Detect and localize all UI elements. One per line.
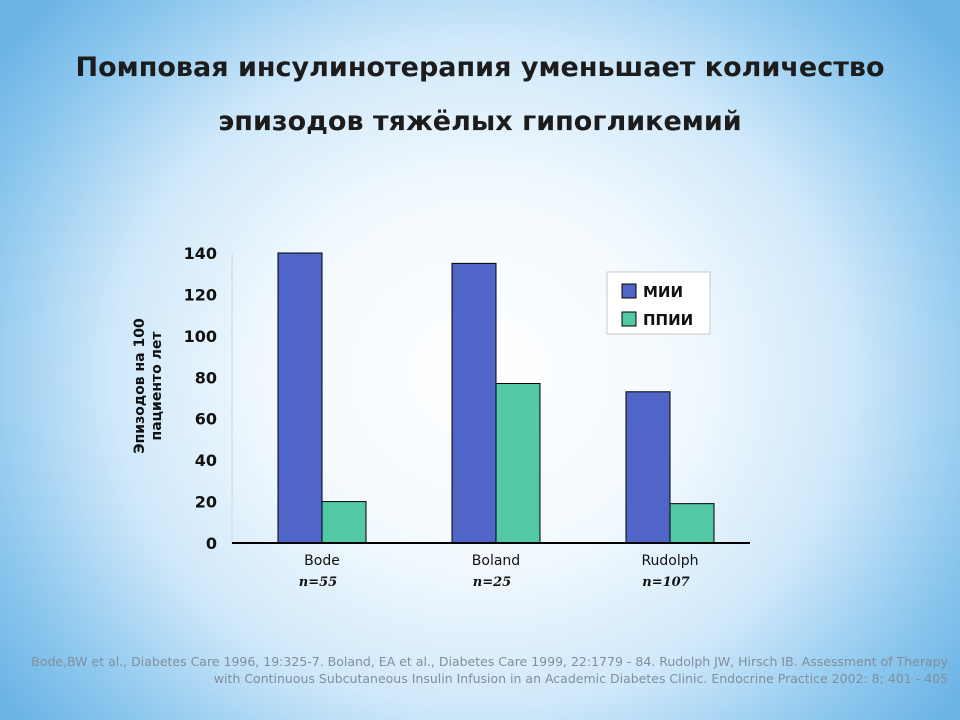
references-text: Bode,BW et al., Diabetes Care 1996, 19:3… — [31, 654, 948, 686]
bar — [625, 391, 671, 544]
y-tick-label: 120 — [184, 285, 217, 304]
legend-swatch — [621, 311, 637, 327]
bars — [277, 252, 715, 544]
legend-swatch — [621, 283, 637, 299]
y-tick-label: 80 — [195, 368, 217, 387]
bar-chart: Эпизодов на 100 пациенто лет 0 20 40 60 80 100… — [132, 244, 750, 590]
y-axis-title-line: Эпизодов на 100 — [132, 318, 148, 454]
bar — [451, 262, 497, 544]
y-axis-title-line: пациенто лет — [149, 331, 165, 441]
legend-label: ППИИ — [643, 311, 693, 329]
x-tick-label: Boland — [472, 553, 520, 569]
bar — [321, 501, 367, 544]
bar — [495, 383, 541, 544]
sample-size-label: n=107 — [642, 575, 689, 590]
legend-label: МИИ — [643, 283, 683, 301]
x-axis: Bode n=55 Boland n=25 Rudolph n=107 — [232, 542, 750, 590]
x-tick-label: Rudolph — [641, 553, 698, 569]
y-tick-label: 100 — [184, 327, 217, 346]
y-tick-label: 60 — [195, 410, 217, 429]
bar — [277, 252, 323, 544]
y-tick-label: 0 — [206, 534, 217, 553]
y-axis: 0 20 40 60 80 100 120 140 — [184, 244, 233, 553]
bar — [669, 503, 715, 544]
sample-size-label: n=25 — [473, 575, 511, 590]
y-tick-label: 20 — [195, 493, 217, 512]
legend: МИИ ППИИ — [606, 271, 711, 335]
y-axis-title-group: Эпизодов на 100 пациенто лет — [132, 318, 165, 454]
y-tick-label: 140 — [184, 244, 217, 263]
x-tick-label: Bode — [304, 553, 340, 569]
y-axis-title: Эпизодов на 100 пациенто лет — [132, 318, 165, 454]
y-tick-label: 40 — [195, 451, 217, 470]
sample-size-label: n=55 — [299, 575, 337, 590]
slide-title-line-2: эпизодов тяжёлых гипогликемий — [218, 106, 742, 137]
slide-title-line-1: Помповая инсулинотерапия уменьшает колич… — [75, 52, 885, 83]
